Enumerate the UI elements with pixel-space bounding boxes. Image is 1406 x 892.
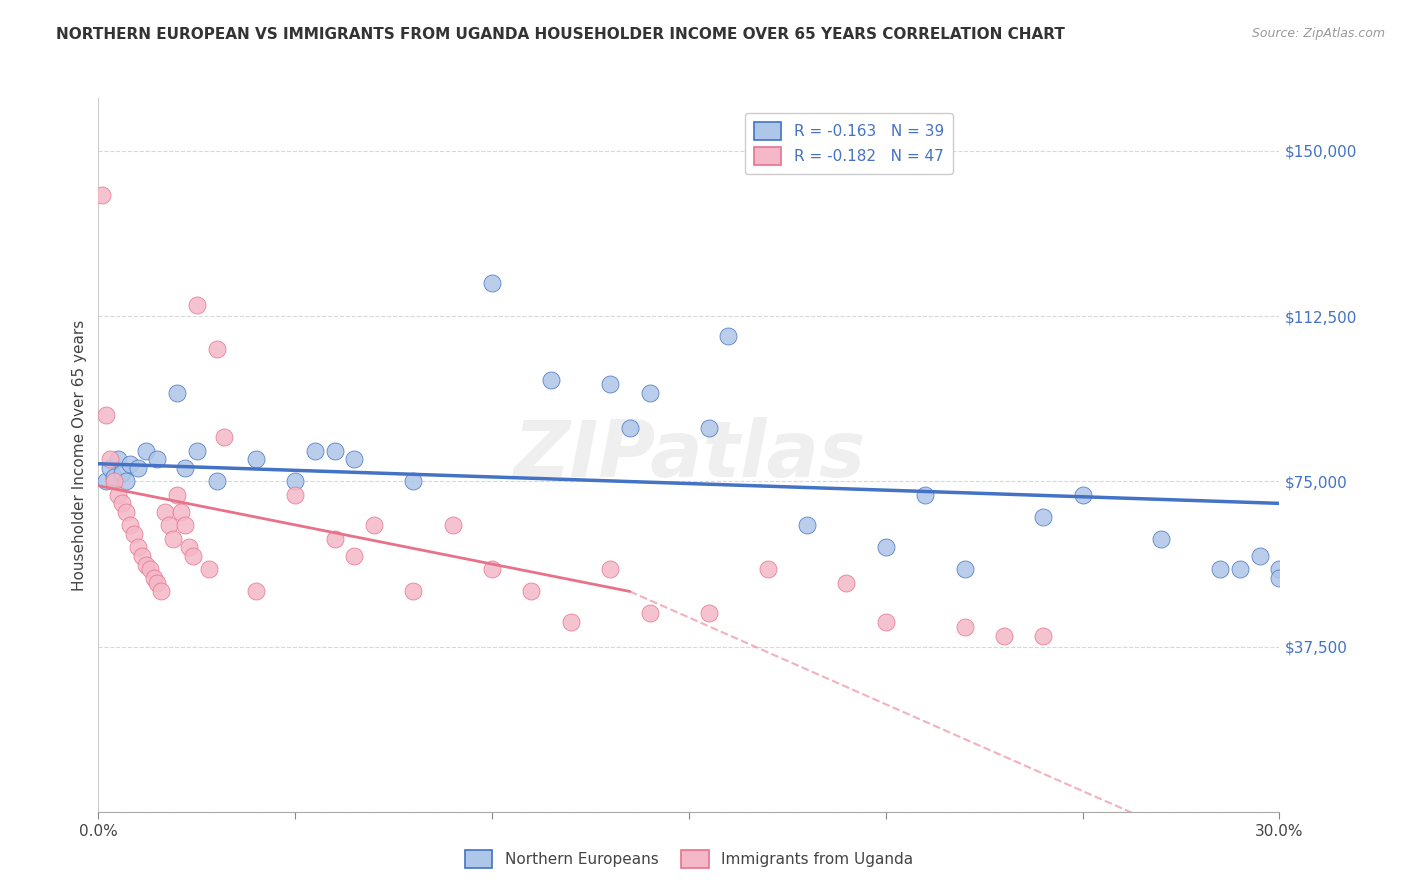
Point	[343, 549, 366, 564]
Point	[914, 487, 936, 501]
Point	[402, 475, 425, 489]
Point	[98, 452, 121, 467]
Point	[146, 575, 169, 590]
Point	[599, 562, 621, 576]
Point	[122, 527, 145, 541]
Point	[146, 452, 169, 467]
Point	[875, 541, 897, 555]
Point	[599, 377, 621, 392]
Point	[115, 505, 138, 519]
Point	[1229, 562, 1251, 576]
Point	[520, 584, 543, 599]
Point	[304, 443, 326, 458]
Point	[481, 276, 503, 290]
Point	[96, 475, 118, 489]
Point	[155, 505, 177, 519]
Point	[697, 421, 720, 435]
Point	[177, 541, 200, 555]
Point	[91, 188, 114, 202]
Point	[1032, 509, 1054, 524]
Point	[756, 562, 779, 576]
Point	[96, 409, 118, 423]
Point	[1249, 549, 1271, 564]
Point	[138, 562, 160, 576]
Y-axis label: Householder Income Over 65 years: Householder Income Over 65 years	[72, 319, 87, 591]
Point	[1071, 487, 1094, 501]
Text: ZIPatlas: ZIPatlas	[513, 417, 865, 493]
Point	[993, 628, 1015, 642]
Point	[323, 532, 346, 546]
Text: Source: ZipAtlas.com: Source: ZipAtlas.com	[1251, 27, 1385, 40]
Point	[197, 562, 219, 576]
Point	[481, 562, 503, 576]
Point	[162, 532, 184, 546]
Point	[284, 487, 307, 501]
Point	[205, 342, 228, 356]
Point	[98, 461, 121, 475]
Point	[540, 373, 562, 387]
Point	[111, 496, 134, 510]
Point	[835, 575, 858, 590]
Point	[245, 584, 267, 599]
Point	[186, 298, 208, 312]
Point	[103, 470, 125, 484]
Point	[953, 562, 976, 576]
Point	[214, 430, 236, 444]
Point	[1209, 562, 1232, 576]
Point	[174, 518, 197, 533]
Point	[174, 461, 197, 475]
Point	[166, 386, 188, 401]
Point	[135, 443, 157, 458]
Point	[118, 457, 141, 471]
Point	[638, 607, 661, 621]
Point	[111, 466, 134, 480]
Point	[118, 518, 141, 533]
Point	[875, 615, 897, 630]
Point	[103, 475, 125, 489]
Point	[166, 487, 188, 501]
Point	[170, 505, 193, 519]
Point	[363, 518, 385, 533]
Point	[245, 452, 267, 467]
Point	[560, 615, 582, 630]
Point	[150, 584, 173, 599]
Point	[796, 518, 818, 533]
Point	[107, 452, 129, 467]
Point	[142, 571, 165, 585]
Point	[619, 421, 641, 435]
Point	[131, 549, 153, 564]
Point	[638, 386, 661, 401]
Point	[186, 443, 208, 458]
Point	[127, 461, 149, 475]
Point	[1032, 628, 1054, 642]
Point	[717, 329, 740, 343]
Point	[402, 584, 425, 599]
Point	[697, 607, 720, 621]
Point	[1150, 532, 1173, 546]
Point	[284, 475, 307, 489]
Point	[157, 518, 180, 533]
Point	[115, 475, 138, 489]
Point	[343, 452, 366, 467]
Legend: Northern Europeans, Immigrants from Uganda: Northern Europeans, Immigrants from Ugan…	[457, 843, 921, 875]
Point	[181, 549, 204, 564]
Point	[953, 620, 976, 634]
Point	[1268, 571, 1291, 585]
Point	[1268, 562, 1291, 576]
Point	[127, 541, 149, 555]
Point	[135, 558, 157, 572]
Point	[441, 518, 464, 533]
Point	[205, 475, 228, 489]
Point	[107, 487, 129, 501]
Point	[323, 443, 346, 458]
Text: NORTHERN EUROPEAN VS IMMIGRANTS FROM UGANDA HOUSEHOLDER INCOME OVER 65 YEARS COR: NORTHERN EUROPEAN VS IMMIGRANTS FROM UGA…	[56, 27, 1066, 42]
